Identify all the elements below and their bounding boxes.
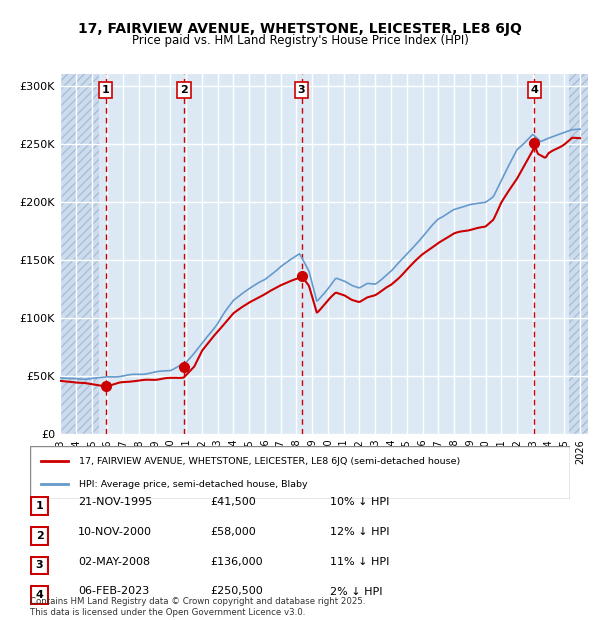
Text: 02-MAY-2008: 02-MAY-2008 — [78, 557, 150, 567]
FancyBboxPatch shape — [31, 527, 48, 544]
FancyBboxPatch shape — [31, 557, 48, 574]
Text: 21-NOV-1995: 21-NOV-1995 — [78, 497, 152, 507]
Text: HPI: Average price, semi-detached house, Blaby: HPI: Average price, semi-detached house,… — [79, 480, 307, 489]
Text: 10% ↓ HPI: 10% ↓ HPI — [330, 497, 389, 507]
Bar — [60, 74, 100, 434]
Text: 2: 2 — [180, 85, 188, 95]
Text: £58,000: £58,000 — [210, 527, 256, 537]
Bar — [569, 74, 588, 434]
Text: 2% ↓ HPI: 2% ↓ HPI — [330, 587, 383, 596]
Text: Contains HM Land Registry data © Crown copyright and database right 2025.
This d: Contains HM Land Registry data © Crown c… — [30, 598, 365, 617]
Text: 10-NOV-2000: 10-NOV-2000 — [78, 527, 152, 537]
Text: 1: 1 — [101, 85, 109, 95]
Text: 3: 3 — [298, 85, 305, 95]
Text: £250,500: £250,500 — [210, 587, 263, 596]
Text: 4: 4 — [35, 590, 44, 600]
Text: £136,000: £136,000 — [210, 557, 263, 567]
Text: 17, FAIRVIEW AVENUE, WHETSTONE, LEICESTER, LE8 6JQ (semi-detached house): 17, FAIRVIEW AVENUE, WHETSTONE, LEICESTE… — [79, 457, 460, 466]
Text: £41,500: £41,500 — [210, 497, 256, 507]
Text: 3: 3 — [36, 560, 43, 570]
FancyBboxPatch shape — [31, 497, 48, 515]
Text: Price paid vs. HM Land Registry's House Price Index (HPI): Price paid vs. HM Land Registry's House … — [131, 34, 469, 47]
Text: 11% ↓ HPI: 11% ↓ HPI — [330, 557, 389, 567]
Text: 1: 1 — [36, 501, 43, 511]
FancyBboxPatch shape — [30, 446, 570, 499]
Text: 4: 4 — [530, 85, 538, 95]
Bar — [60, 74, 100, 434]
FancyBboxPatch shape — [31, 587, 48, 604]
Text: 12% ↓ HPI: 12% ↓ HPI — [330, 527, 389, 537]
Text: 17, FAIRVIEW AVENUE, WHETSTONE, LEICESTER, LE8 6JQ: 17, FAIRVIEW AVENUE, WHETSTONE, LEICESTE… — [78, 22, 522, 36]
Text: 2: 2 — [36, 531, 43, 541]
Text: 06-FEB-2023: 06-FEB-2023 — [78, 587, 149, 596]
